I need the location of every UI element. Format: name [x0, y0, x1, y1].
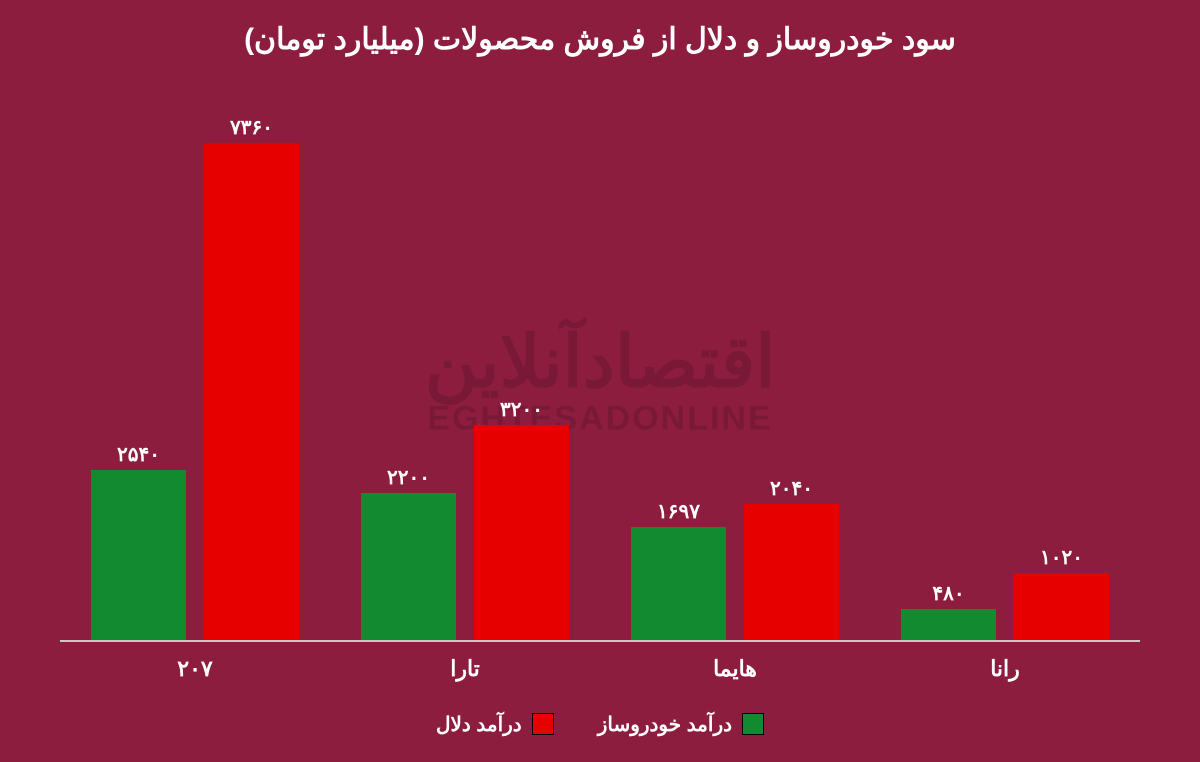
legend-item-manufacturer: درآمد خودروساز [598, 712, 764, 737]
bar-manufacturer: ۱۶۹۷ [631, 527, 726, 642]
bar-value-label: ۴۸۰ [932, 581, 964, 606]
legend-label: درآمد دلال [436, 712, 522, 737]
bar-value-label: ۳۲۰۰ [500, 397, 543, 422]
bar-group: ۱۶۹۷۲۰۴۰ [600, 100, 870, 642]
x-axis-line [60, 640, 1140, 642]
bar-value-label: ۲۲۰۰ [387, 465, 430, 490]
bar-dealer: ۳۲۰۰ [474, 425, 569, 642]
legend-swatch [742, 713, 764, 735]
legend-item-dealer: درآمد دلال [436, 712, 554, 737]
chart-title: سود خودروساز و دلال از فروش محصولات (میل… [0, 22, 1200, 57]
legend-label: درآمد خودروساز [598, 712, 732, 737]
bar-group: ۲۲۰۰۳۲۰۰ [330, 100, 600, 642]
chart-container: سود خودروساز و دلال از فروش محصولات (میل… [0, 0, 1200, 762]
legend: درآمد خودروساز درآمد دلال [0, 712, 1200, 741]
category-label: ۲۰۷ [60, 656, 330, 682]
bar-dealer: ۷۳۶۰ [204, 143, 299, 642]
bar-group: ۴۸۰ ۱۰۲۰ [870, 100, 1140, 642]
bar-manufacturer: ۲۵۴۰ [91, 470, 186, 642]
bar-value-label: ۱۰۲۰ [1040, 545, 1083, 570]
bar-value-label: ۲۵۴۰ [117, 442, 160, 467]
category-label: هایما [600, 656, 870, 682]
category-label: تارا [330, 656, 600, 682]
bar-group: ۲۵۴۰۷۳۶۰ [60, 100, 330, 642]
legend-swatch [532, 713, 554, 735]
bar-value-label: ۲۰۴۰ [770, 476, 813, 501]
bar-value-label: ۷۳۶۰ [230, 115, 273, 140]
bar-manufacturer: ۴۸۰ [901, 609, 996, 642]
bar-value-label: ۱۶۹۷ [657, 499, 700, 524]
bar-dealer: ۲۰۴۰ [744, 504, 839, 642]
plot-area: ۲۵۴۰۷۳۶۰۲۲۰۰۳۲۰۰۱۶۹۷۲۰۴۰۴۸۰۱۰۲۰ [60, 100, 1140, 642]
category-label: رانا [870, 656, 1140, 682]
bar-dealer: ۱۰۲۰ [1014, 573, 1109, 642]
bar-manufacturer: ۲۲۰۰ [361, 493, 456, 642]
